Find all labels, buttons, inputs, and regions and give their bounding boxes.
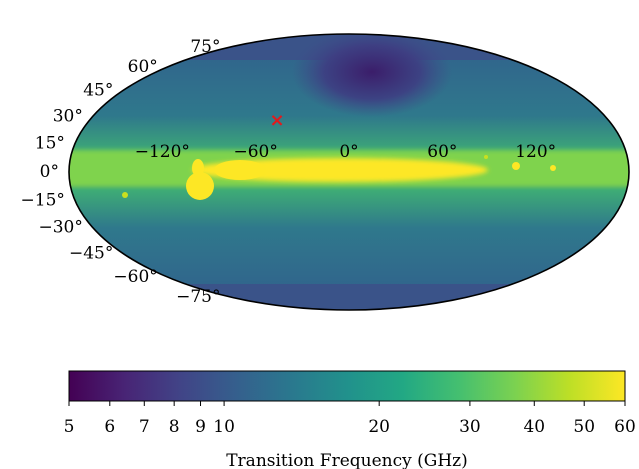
latitude-tick-label: 15° <box>35 134 65 154</box>
latitude-tick-label: −75° <box>176 287 220 307</box>
marker-cross: × <box>269 110 284 131</box>
sky-map <box>69 34 629 310</box>
bright-source <box>550 165 556 171</box>
longitude-tick-labels: −120° −60° 0° 60° 120° <box>135 142 556 162</box>
longitude-tick-label: 60° <box>427 142 457 162</box>
latitude-tick-label: 0° <box>40 162 59 182</box>
galactic-center-bright <box>214 160 266 180</box>
lmc-top <box>192 159 204 177</box>
latitude-tick-label: −15° <box>21 190 65 210</box>
large-magellanic-cloud <box>186 172 214 200</box>
colorbar-label: Transition Frequency (GHz) <box>226 451 468 469</box>
longitude-tick-label: −60° <box>233 142 277 162</box>
longitude-tick-label: 0° <box>339 142 358 162</box>
longitude-tick-label: −120° <box>135 142 190 162</box>
latitude-tick-label: 60° <box>128 57 158 77</box>
colorbar-ticks: 5 6 7 8 9 10 20 30 40 50 60 <box>64 401 636 437</box>
bright-source <box>122 192 128 198</box>
colorbar-tick-label: 40 <box>523 417 545 437</box>
colorbar-tick-label: 50 <box>573 417 595 437</box>
galactic-plane-core <box>192 158 488 182</box>
colorbar-tick-label: 9 <box>195 417 206 437</box>
latitude-tick-label: 30° <box>53 106 83 126</box>
latitude-tick-label: −30° <box>38 218 82 238</box>
colorbar-tick-label: 60 <box>614 417 636 437</box>
latitude-tick-label: 45° <box>83 80 113 100</box>
longitude-tick-label: 120° <box>515 142 556 162</box>
colorbar-tick-label: 10 <box>213 417 235 437</box>
north-polar-spur <box>292 34 452 117</box>
colorbar-tick-label: 7 <box>139 417 150 437</box>
colorbar-tick-label: 8 <box>169 417 180 437</box>
bright-source <box>512 162 520 170</box>
bright-source <box>484 155 488 159</box>
map-boundary <box>68 33 630 311</box>
latitude-tick-label: −60° <box>113 267 157 287</box>
latitude-tick-label: 75° <box>190 37 220 57</box>
colorbar <box>68 370 626 402</box>
latitude-tick-label: −45° <box>69 244 113 264</box>
marker-layer: × <box>269 110 284 131</box>
colorbar-tick-label: 30 <box>459 417 481 437</box>
colorbar-tick-label: 5 <box>64 417 75 437</box>
colorbar-tick-label: 20 <box>368 417 390 437</box>
colorbar-tick-label: 6 <box>104 417 115 437</box>
latitude-tick-labels: 75° 60° 45°30° 15° 0° −15° −30° −45°−60° −75° <box>21 37 221 307</box>
